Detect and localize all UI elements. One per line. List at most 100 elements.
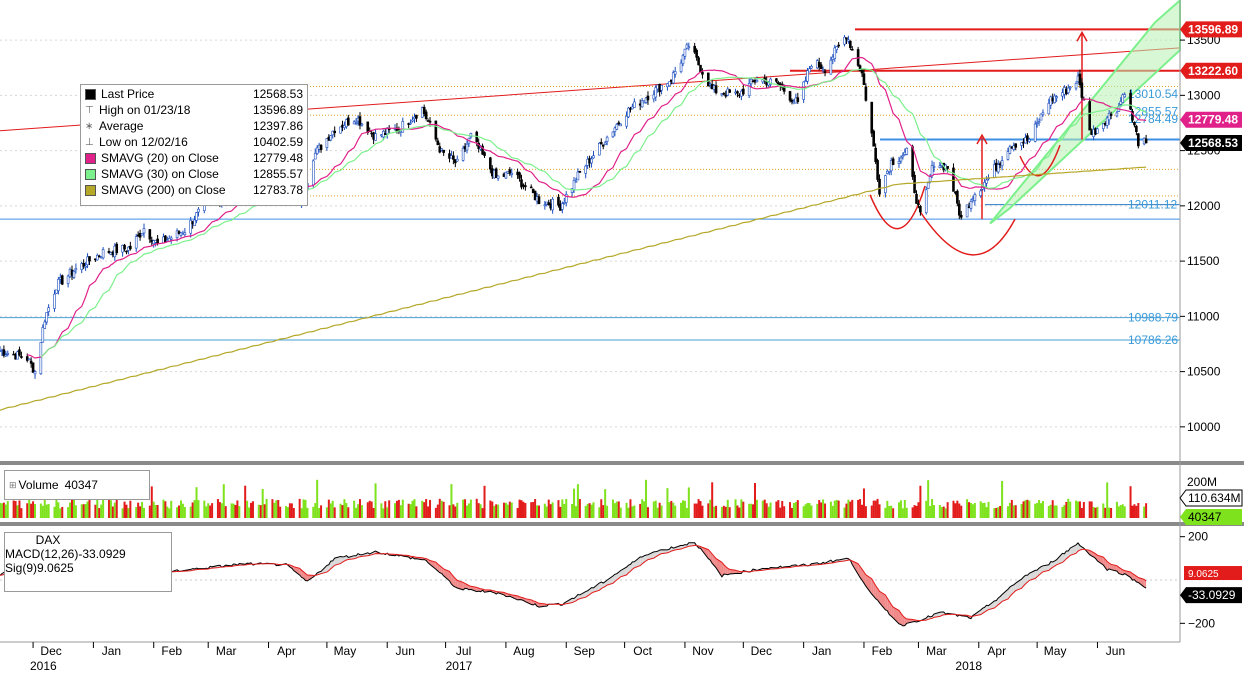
macd-histogram-fill (628, 564, 631, 573)
volume-avg-tag-label: 110.634M (1188, 491, 1240, 505)
volume-bar (263, 504, 266, 518)
macd-histogram-fill (1138, 577, 1145, 588)
candle-body (584, 165, 588, 174)
macd-histogram-fill (727, 568, 730, 575)
macd-histogram-fill (632, 561, 635, 570)
macd-histogram-fill (577, 594, 580, 600)
volume-bar (966, 499, 969, 518)
volume-bar (1051, 500, 1054, 518)
volume-bar (789, 502, 792, 518)
volume-bar (320, 505, 323, 518)
volume-bar (234, 504, 237, 518)
candle-body (134, 236, 138, 249)
macd-histogram-fill (620, 567, 627, 577)
legend-row: SMAVG (20) on Close 12779.48 (81, 150, 307, 166)
candle-body (496, 175, 500, 179)
volume-bar (1145, 503, 1148, 518)
volume-bar (565, 498, 568, 518)
candle-body (808, 68, 811, 73)
macd-legend-title: DAX (35, 533, 61, 547)
legend-value: 12855.57 (252, 167, 303, 181)
candle-body (790, 99, 794, 103)
macd-histogram-fill (988, 601, 995, 610)
candle-body (901, 155, 905, 158)
volume-bar (1012, 505, 1015, 518)
volume-bar (584, 505, 587, 518)
macd-histogram-fill (616, 572, 619, 580)
candle-body (529, 186, 533, 189)
macd-histogram-fill (457, 580, 464, 590)
volume-bar (18, 500, 21, 518)
candle-body (985, 179, 988, 184)
fib-level-label: 10988.79 (1128, 311, 1178, 325)
volume-bar (796, 500, 799, 518)
candle-body (599, 142, 603, 145)
candle-body (899, 157, 903, 162)
volume-bar (687, 487, 690, 518)
volume-bar (693, 503, 696, 518)
month-label: Nov (692, 644, 713, 658)
volume-tick-label: 200M (1187, 475, 1217, 489)
candle-body (847, 39, 850, 42)
candle-body (706, 72, 710, 87)
volume-bar (292, 507, 295, 518)
volume-bar (121, 508, 124, 518)
fib-level-label: 12855.57 (1128, 104, 1178, 118)
candle-body (1066, 87, 1070, 93)
volume-bar (790, 507, 793, 518)
volume-bar (641, 499, 644, 518)
target-arrow-1-head (976, 133, 988, 145)
candle-body (928, 176, 932, 182)
volume-bar (366, 502, 369, 518)
volume-bar (851, 499, 854, 518)
volume-bar (1038, 500, 1041, 518)
candle-body (722, 93, 726, 95)
volume-bar (1110, 508, 1113, 518)
volume-bar (668, 502, 671, 518)
volume-bar (413, 499, 416, 518)
volume-bar (401, 499, 404, 518)
volume-bar (995, 507, 998, 518)
candle-body (958, 203, 961, 216)
volume-bar (1131, 505, 1134, 518)
candle-body (673, 71, 677, 75)
volume-bar (148, 505, 151, 518)
candle-body (850, 48, 854, 51)
candle-body (319, 144, 323, 150)
volume-bar (2, 502, 5, 518)
volume-bar (645, 479, 648, 518)
candle-body (428, 120, 432, 123)
candle-body (952, 167, 955, 192)
moving-averages (0, 56, 1147, 411)
macd-histogram-fill (1035, 570, 1038, 579)
candle-body (714, 85, 718, 94)
volume-bar (123, 501, 126, 518)
macd-histogram-fill (1052, 560, 1055, 568)
macd-value-tag (1180, 587, 1242, 604)
candle-body (1109, 113, 1113, 116)
volume-bar (874, 500, 877, 518)
legend-swatch (85, 88, 96, 100)
candle-body (504, 171, 508, 179)
volume-bar (711, 482, 714, 518)
candle-body (671, 72, 675, 84)
macd-histogram-fill (862, 569, 864, 584)
volume-bar (736, 505, 739, 518)
volume-bar (137, 502, 140, 518)
volume-bar (715, 505, 718, 518)
volume-bar (1135, 505, 1138, 518)
volume-bar (983, 502, 986, 518)
candle-body (592, 155, 595, 159)
volume-bar (888, 505, 891, 518)
volume-bar (166, 506, 169, 518)
price-tick-label: 11000 (1187, 309, 1220, 323)
volume-bar (592, 502, 595, 518)
candle-body (333, 130, 336, 134)
volume-bar (524, 503, 527, 518)
volume-bar (329, 503, 332, 518)
volume-bar (720, 507, 723, 518)
macd-histogram-fill (1120, 568, 1123, 575)
volume-bar (386, 507, 389, 518)
volume-bar (643, 501, 646, 518)
